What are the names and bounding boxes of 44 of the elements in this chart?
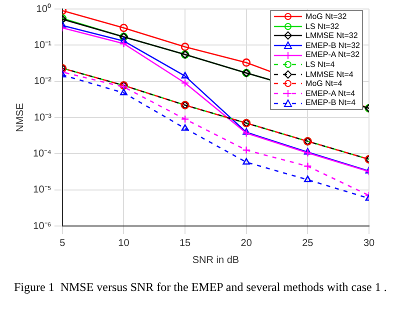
- legend-label: MoG Nt=4: [306, 79, 342, 89]
- point: [181, 72, 189, 78]
- point: [120, 36, 128, 44]
- legend-label: EMEP-A Nt=32: [306, 50, 360, 60]
- point: [242, 128, 251, 138]
- legend-label: LS Nt=32: [306, 22, 340, 32]
- point: [242, 58, 251, 67]
- caption: Figure 1 NMSE versus SNR for the EMEP and several methods with case 1 .: [14, 280, 388, 295]
- point: [180, 78, 190, 88]
- legend-label: LMMSE Nt=32: [306, 31, 358, 41]
- point: [242, 146, 251, 154]
- point: [304, 148, 312, 158]
- point: [120, 24, 128, 32]
- y-tick-label: 10⁻³: [34, 112, 52, 124]
- x-tick-label: 10: [118, 238, 130, 249]
- point: [180, 115, 190, 124]
- point: [242, 128, 250, 135]
- point: [242, 158, 250, 165]
- point: [120, 88, 128, 96]
- point: [180, 42, 190, 51]
- point: [304, 176, 312, 182]
- x-tick-label: 25: [302, 238, 314, 249]
- y-tick-label: 10⁻²: [34, 76, 52, 88]
- legend-label: LS Nt=4: [306, 60, 335, 70]
- legend-label: EMEP-B Nt=4: [306, 98, 356, 108]
- y-tick-label: 10⁻⁶: [33, 220, 52, 232]
- y-tick-label: 10⁻⁵: [33, 184, 52, 196]
- legend-label: EMEP-A Nt=4: [306, 88, 356, 98]
- x-tick-label: 30: [363, 238, 375, 249]
- point: [304, 162, 312, 170]
- x-axis-title: SNR in dB: [192, 254, 240, 266]
- x-tick-label: 5: [60, 238, 66, 249]
- legend-label: MoG Nt=32: [306, 12, 347, 22]
- y-axis-title: NMSE: [14, 102, 26, 132]
- point: [304, 148, 312, 155]
- y-tick-label: 10⁻¹: [34, 40, 52, 51]
- y-tick-label: 10⁻⁴: [33, 148, 52, 160]
- x-tick-label: 15: [179, 238, 192, 249]
- point: [181, 124, 189, 131]
- legend-label: LMMSE Nt=4: [306, 70, 354, 80]
- point: [120, 40, 128, 48]
- x-tick-label: 20: [240, 238, 252, 249]
- legend-label: EMEP-B Nt=32: [306, 40, 360, 50]
- y-tick-label: 10⁰: [36, 2, 52, 15]
